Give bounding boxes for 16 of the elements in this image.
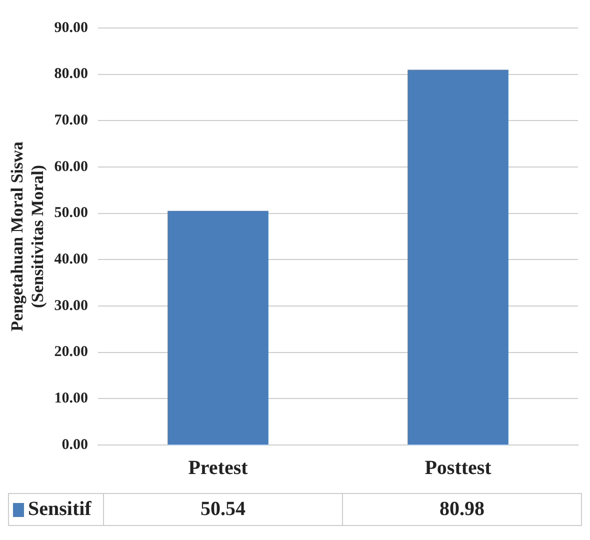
- legend-label: Sensitif: [8, 494, 104, 526]
- y-tick-label: 20.00: [54, 344, 88, 360]
- y-tick-label: 0.00: [62, 436, 88, 453]
- y-tick-label: 30.00: [54, 298, 88, 314]
- data-label: 80.98: [342, 494, 582, 526]
- y-tick-label: 90.00: [54, 20, 88, 36]
- y-tick-label: 40.00: [54, 252, 88, 268]
- y-tick-label: 70.00: [54, 112, 88, 129]
- y-axis-title: Pengetahuan Moral Siswa (Sensitivitas Moral): [8, 141, 47, 332]
- y-tick-label: 50.00: [54, 205, 88, 222]
- data-label: 50.54: [104, 494, 342, 526]
- y-tick-label: 60.00: [54, 158, 88, 175]
- x-tick-label: Pretest: [188, 457, 248, 480]
- x-tick-label: Posttest: [424, 457, 492, 480]
- y-tick-label: 10.00: [54, 390, 88, 407]
- y-tick-label: 80.00: [54, 66, 88, 82]
